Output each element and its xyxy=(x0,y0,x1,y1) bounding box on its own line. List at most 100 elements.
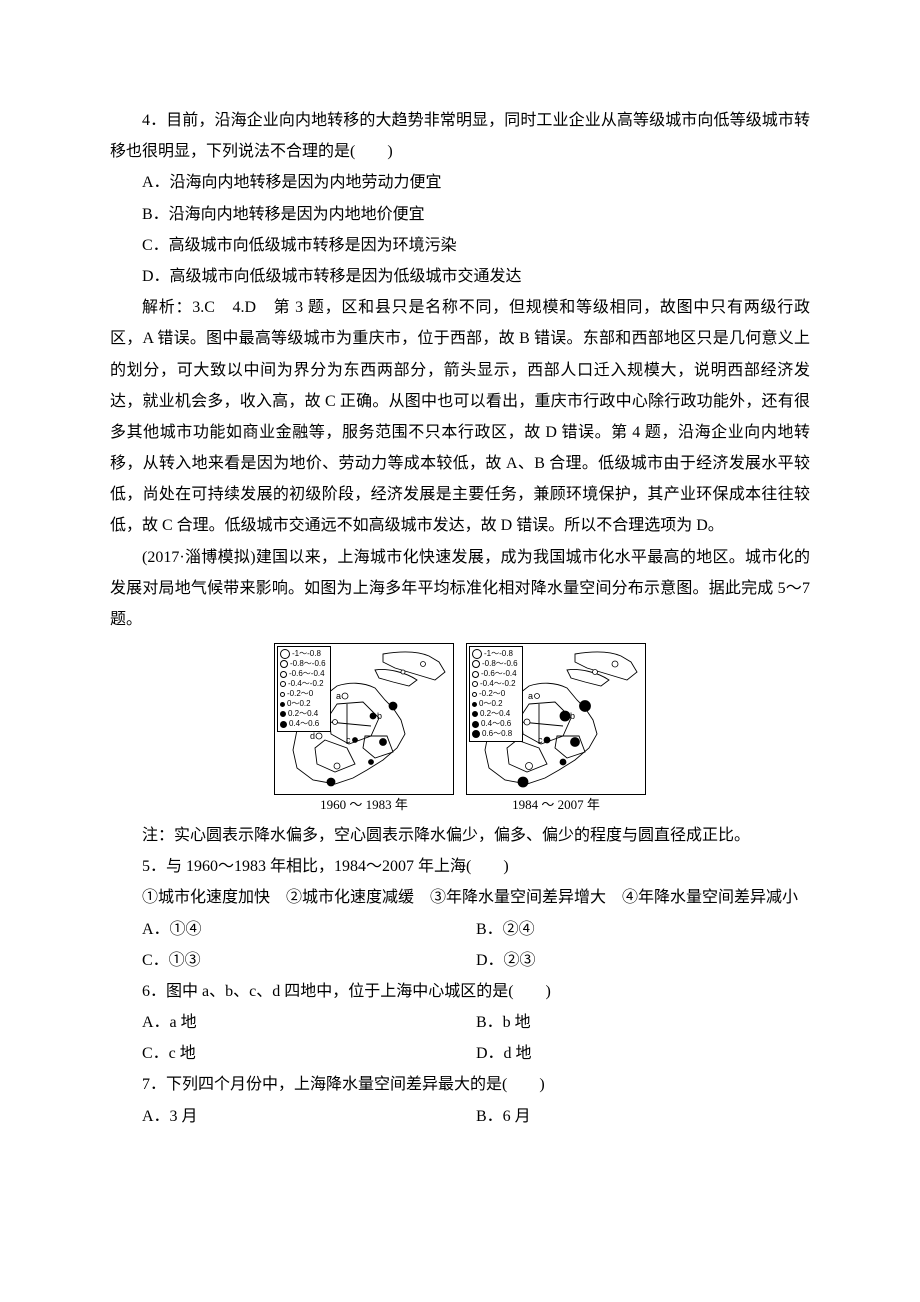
legend-symbol xyxy=(472,671,479,678)
caption-right: 1984 ～ 2007 年 xyxy=(466,795,646,816)
map-point-label: c xyxy=(538,735,543,745)
legend-label: -0.6～-0.4 xyxy=(289,669,325,679)
legend-row: 0.4～0.6 xyxy=(280,719,326,729)
legend-label: -0.2～0 xyxy=(479,689,505,699)
legend-symbol xyxy=(280,721,287,728)
map-point xyxy=(369,760,374,765)
legend-row: -0.6～-0.4 xyxy=(472,669,518,679)
legend-row: -0.4～-0.2 xyxy=(472,679,518,689)
legend-label: -0.8～-0.6 xyxy=(290,659,326,669)
figure-note: 注：实心圆表示降水偏多，空心圆表示降水偏少，偏多、偏少的程度与圆直径成正比。 xyxy=(110,820,810,851)
legend-symbol xyxy=(472,660,480,668)
legend-label: -0.4～-0.2 xyxy=(480,679,516,689)
map-point xyxy=(401,670,405,674)
q4-option-a: A．沿海向内地转移是因为内地劳动力便宜 xyxy=(110,167,810,198)
legend-row: 0～0.2 xyxy=(280,699,326,709)
q5-option-d: D．②③ xyxy=(476,945,810,976)
legend-row: -0.8～-0.6 xyxy=(280,659,326,669)
q3-q4-analysis: 解析：3.C 4.D 第 3 题，区和县只是名称不同，但规模和等级相同，故图中只… xyxy=(110,292,810,542)
map-right: -1～-0.8-0.8～-0.6-0.6～-0.4-0.4～-0.2-0.2～0… xyxy=(466,643,646,795)
legend-symbol xyxy=(280,671,287,678)
map-point xyxy=(353,738,358,743)
q5-row-ab: A．①④ B．②④ xyxy=(110,914,810,945)
legend-label: -0.6～-0.4 xyxy=(481,669,517,679)
figure-left: -1～-0.8-0.8～-0.6-0.6～-0.4-0.4～-0.2-0.2～0… xyxy=(274,643,454,816)
legend-symbol xyxy=(280,660,288,668)
map-point xyxy=(518,777,528,787)
legend-row: 0.2～0.4 xyxy=(280,709,326,719)
legend-row: -0.6～-0.4 xyxy=(280,669,326,679)
legend-label: -1～-0.8 xyxy=(484,649,513,659)
legend-symbol xyxy=(472,721,479,728)
legend-label: 0.2～0.4 xyxy=(480,709,510,719)
map-point xyxy=(560,711,570,721)
q6-row-cd: C．c 地 D．d 地 xyxy=(110,1038,810,1069)
q4-option-c: C．高级城市向低级城市转移是因为环境污染 xyxy=(110,230,810,261)
map-point xyxy=(380,739,387,746)
map-point xyxy=(421,662,426,667)
map-point xyxy=(612,661,618,667)
map-point xyxy=(524,719,530,725)
map-point xyxy=(333,720,338,725)
legend-label: 0.4～0.6 xyxy=(481,719,511,729)
map-point-label: d xyxy=(310,731,315,741)
q4-option-d: D．高级城市向低级城市转移是因为低级城市交通发达 xyxy=(110,261,810,292)
caption-left: 1960 ～ 1983 年 xyxy=(274,795,454,816)
legend-row: 0.2～0.4 xyxy=(472,709,518,719)
map-point xyxy=(580,701,591,712)
map-point-label: a xyxy=(336,691,341,701)
map-point xyxy=(526,763,533,770)
map-point xyxy=(571,738,580,747)
q4-option-b: B．沿海向内地转移是因为内地地价便宜 xyxy=(110,199,810,230)
legend-row: -0.2～0 xyxy=(280,689,326,699)
legend-row: 0～0.2 xyxy=(472,699,518,709)
legend-symbol xyxy=(280,702,285,707)
map-point xyxy=(544,737,550,743)
q5-option-b: B．②④ xyxy=(476,914,810,945)
legend-label: -1～-0.8 xyxy=(292,649,321,659)
legend-row: -1～-0.8 xyxy=(280,649,326,659)
legend-label: -0.2～0 xyxy=(287,689,313,699)
map-point xyxy=(370,713,376,719)
q6-option-d: D．d 地 xyxy=(476,1038,810,1069)
map-point xyxy=(389,702,397,710)
legend-label: 0～0.2 xyxy=(479,699,503,709)
map-point-label: a xyxy=(528,691,533,701)
legend-label: -0.8～-0.6 xyxy=(482,659,518,669)
legend-row: -0.2～0 xyxy=(472,689,518,699)
q5-row-cd: C．①③ D．②③ xyxy=(110,945,810,976)
legend-symbol xyxy=(280,681,286,687)
legend-left: -1～-0.8-0.8～-0.6-0.6～-0.4-0.4～-0.2-0.2～0… xyxy=(277,646,331,732)
map-point-label: b xyxy=(377,711,382,721)
legend-symbol xyxy=(472,730,480,738)
legend-row: 0.4～0.6 xyxy=(472,719,518,729)
map-point xyxy=(560,759,566,765)
map-point xyxy=(342,693,348,699)
q7-option-b: B．6 月 xyxy=(476,1101,810,1132)
figure-container: -1～-0.8-0.8～-0.6-0.6～-0.4-0.4～-0.2-0.2～0… xyxy=(110,643,810,816)
legend-label: 0.4～0.6 xyxy=(289,719,319,729)
legend-symbol xyxy=(472,649,482,659)
legend-label: 0.6～0.8 xyxy=(482,729,512,739)
passage2-intro: (2017·淄博模拟)建国以来，上海城市化快速发展，成为我国城市化水平最高的地区… xyxy=(110,542,810,636)
map-point xyxy=(535,694,540,699)
legend-symbol xyxy=(280,649,290,659)
map-point-label: c xyxy=(346,735,351,745)
q5-choices-line: ①城市化速度加快 ②城市化速度减缓 ③年降水量空间差异增大 ④年降水量空间差异减… xyxy=(110,882,810,913)
legend-row: -1～-0.8 xyxy=(472,649,518,659)
legend-symbol xyxy=(472,692,477,697)
map-left: -1～-0.8-0.8～-0.6-0.6～-0.4-0.4～-0.2-0.2～0… xyxy=(274,643,454,795)
legend-row: -0.8～-0.6 xyxy=(472,659,518,669)
q6-stem: 6．图中 a、b、c、d 四地中，位于上海中心城区的是( ) xyxy=(110,976,810,1007)
legend-row: -0.4～-0.2 xyxy=(280,679,326,689)
q7-option-a: A．3 月 xyxy=(142,1101,476,1132)
legend-symbol xyxy=(472,681,478,687)
map-point xyxy=(316,733,322,739)
legend-symbol xyxy=(280,711,286,717)
legend-label: 0.2～0.4 xyxy=(288,709,318,719)
legend-label: 0～0.2 xyxy=(287,699,311,709)
map-point-label: b xyxy=(570,711,575,721)
legend-row: 0.6～0.8 xyxy=(472,729,518,739)
q5-option-c: C．①③ xyxy=(142,945,476,976)
map-point xyxy=(334,763,340,769)
